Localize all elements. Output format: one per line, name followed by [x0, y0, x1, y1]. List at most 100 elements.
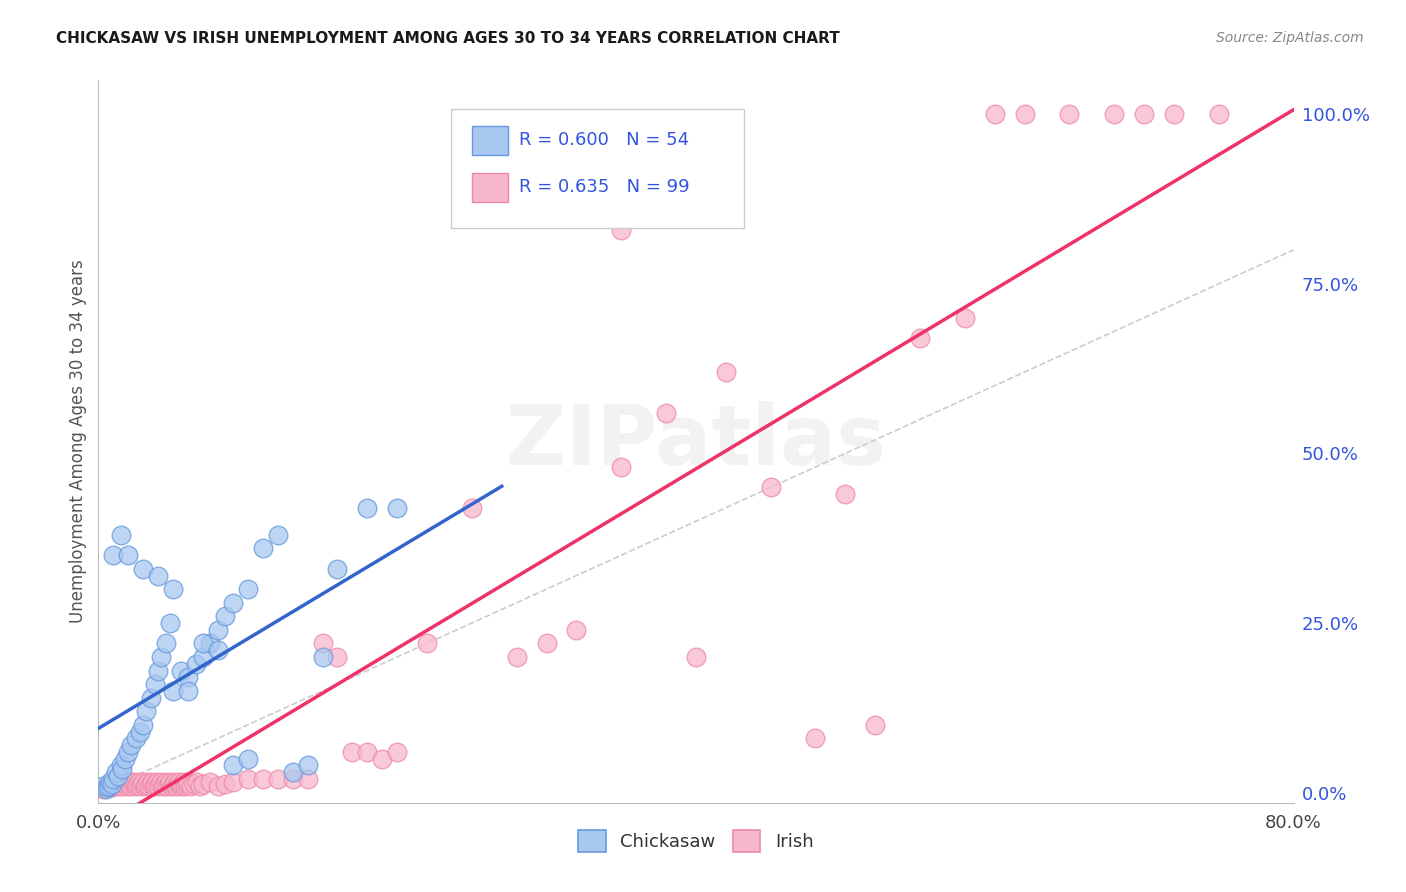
Point [416, 636, 439, 650]
Point [139, 690, 162, 705]
Point [200, 775, 222, 789]
Point [311, 636, 333, 650]
Point [356, 745, 378, 759]
FancyBboxPatch shape [472, 126, 509, 154]
Point [953, 310, 976, 325]
Point [135, 777, 157, 791]
Point [1104, 107, 1126, 121]
Point [142, 779, 165, 793]
Point [110, 775, 132, 789]
Point [155, 775, 177, 789]
Point [111, 762, 134, 776]
Text: R = 0.635   N = 99: R = 0.635 N = 99 [519, 178, 690, 196]
Point [252, 541, 274, 556]
Point [97, 779, 120, 793]
Point [145, 775, 167, 789]
Point [461, 500, 484, 515]
Point [297, 772, 319, 786]
Point [1208, 107, 1230, 121]
Point [180, 779, 202, 793]
Point [148, 664, 170, 678]
Point [191, 777, 214, 791]
Point [114, 752, 136, 766]
Point [184, 657, 207, 671]
Point [153, 777, 176, 791]
Point [1059, 107, 1081, 121]
Point [117, 745, 139, 759]
Point [173, 775, 195, 789]
Point [120, 738, 142, 752]
Point [356, 500, 378, 515]
Point [759, 480, 782, 494]
Point [326, 649, 349, 664]
Point [655, 406, 678, 420]
Point [207, 643, 229, 657]
Point [172, 777, 194, 791]
Text: R = 0.600   N = 54: R = 0.600 N = 54 [519, 131, 689, 149]
Point [1133, 107, 1156, 121]
Point [101, 780, 124, 795]
Point [91, 779, 114, 793]
Point [97, 779, 120, 793]
Point [157, 777, 180, 791]
Point [267, 528, 290, 542]
Point [143, 677, 166, 691]
Point [297, 758, 319, 772]
Point [132, 562, 155, 576]
Point [117, 548, 139, 562]
Point [200, 636, 222, 650]
Point [108, 777, 131, 791]
Text: Source: ZipAtlas.com: Source: ZipAtlas.com [1216, 31, 1364, 45]
Point [112, 777, 135, 791]
Point [132, 718, 155, 732]
Point [685, 649, 707, 664]
Point [281, 765, 304, 780]
Point [110, 758, 132, 772]
Point [121, 777, 143, 791]
Point [159, 615, 181, 630]
Point [162, 582, 184, 596]
Point [148, 568, 170, 582]
Point [191, 636, 214, 650]
Point [105, 775, 128, 789]
Point [103, 772, 125, 786]
Point [176, 777, 198, 791]
Text: ZIPatlas: ZIPatlas [506, 401, 886, 482]
Point [132, 775, 155, 789]
Point [129, 724, 152, 739]
Point [214, 777, 236, 791]
Point [155, 636, 177, 650]
Point [167, 775, 190, 789]
Point [115, 779, 138, 793]
Point [163, 775, 186, 789]
Point [104, 777, 127, 791]
Point [129, 779, 152, 793]
Point [326, 562, 349, 576]
Point [103, 779, 125, 793]
Point [152, 779, 174, 793]
Point [834, 487, 856, 501]
Point [139, 777, 162, 791]
Point [177, 775, 200, 789]
Point [311, 649, 333, 664]
Point [149, 777, 172, 791]
Point [371, 752, 394, 766]
Point [252, 772, 274, 786]
Point [1014, 107, 1036, 121]
Point [107, 779, 129, 793]
Point [804, 731, 827, 746]
Point [281, 772, 304, 786]
Point [117, 777, 139, 791]
Point [174, 779, 197, 793]
Point [156, 779, 179, 793]
Point [114, 775, 136, 789]
Point [183, 777, 205, 791]
Point [94, 780, 117, 795]
Point [107, 769, 129, 783]
Point [191, 649, 214, 664]
Point [236, 582, 259, 596]
Point [125, 779, 148, 793]
Point [385, 500, 409, 515]
Point [865, 718, 887, 732]
Point [169, 664, 191, 678]
